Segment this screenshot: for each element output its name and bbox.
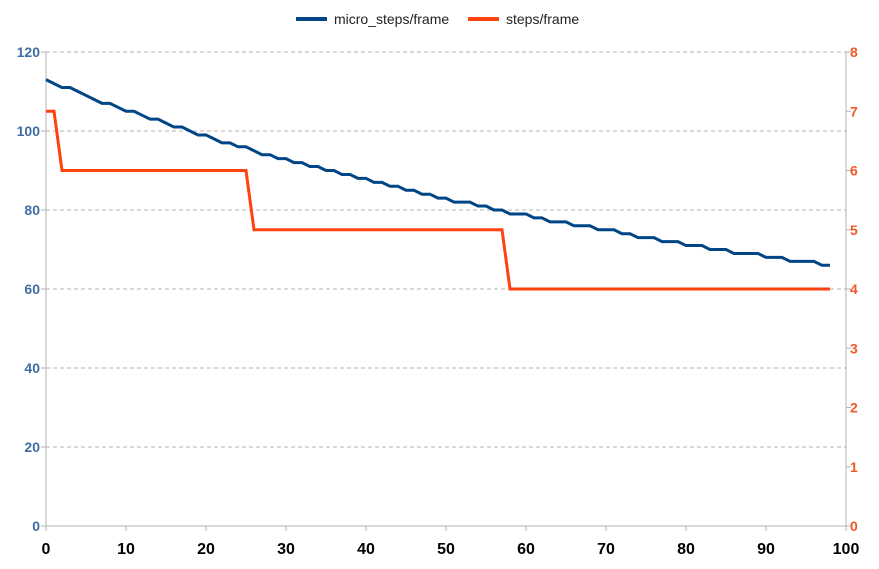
y-tick-label: 80 xyxy=(24,202,40,218)
series-line-steps xyxy=(46,109,830,291)
x-tick-label: 80 xyxy=(677,541,695,558)
legend-label-steps: steps/frame xyxy=(506,11,579,27)
y2-tick-label: 1 xyxy=(850,459,858,475)
series-group xyxy=(45,78,831,291)
y-tick-label: 0 xyxy=(32,518,40,534)
y2-tick-label: 2 xyxy=(850,400,858,416)
y2-tick-label: 7 xyxy=(850,103,858,119)
x-tick-label: 60 xyxy=(517,541,535,558)
y2-tick-label: 6 xyxy=(850,163,858,179)
x-tick-label: 10 xyxy=(117,541,135,558)
x-tick-label: 100 xyxy=(833,541,860,558)
y-tick-label: 120 xyxy=(17,44,41,60)
y-tick-label: 20 xyxy=(24,439,40,455)
x-tick-label: 90 xyxy=(757,541,775,558)
x-tick-label: 20 xyxy=(197,541,215,558)
y-tick-label: 60 xyxy=(24,281,40,297)
x-tick-label: 70 xyxy=(597,541,615,558)
y2-tick-label: 4 xyxy=(850,281,858,297)
x-tick-label: 50 xyxy=(437,541,455,558)
x-tick-label: 0 xyxy=(42,541,51,558)
y2-tick-label: 3 xyxy=(850,340,858,356)
y2-tick-label: 8 xyxy=(850,44,858,60)
x-tick-label: 30 xyxy=(277,541,295,558)
gridlines xyxy=(46,51,846,448)
series-line-micro-steps xyxy=(45,78,830,267)
y2-tick-label: 0 xyxy=(850,518,858,534)
x-tick-label: 40 xyxy=(357,541,375,558)
legend: micro_steps/frame steps/frame xyxy=(296,11,579,27)
y-tick-label: 40 xyxy=(24,360,40,376)
legend-label-micro-steps: micro_steps/frame xyxy=(334,11,449,27)
y2-tick-label: 5 xyxy=(850,222,858,238)
y-tick-label: 100 xyxy=(17,123,41,139)
